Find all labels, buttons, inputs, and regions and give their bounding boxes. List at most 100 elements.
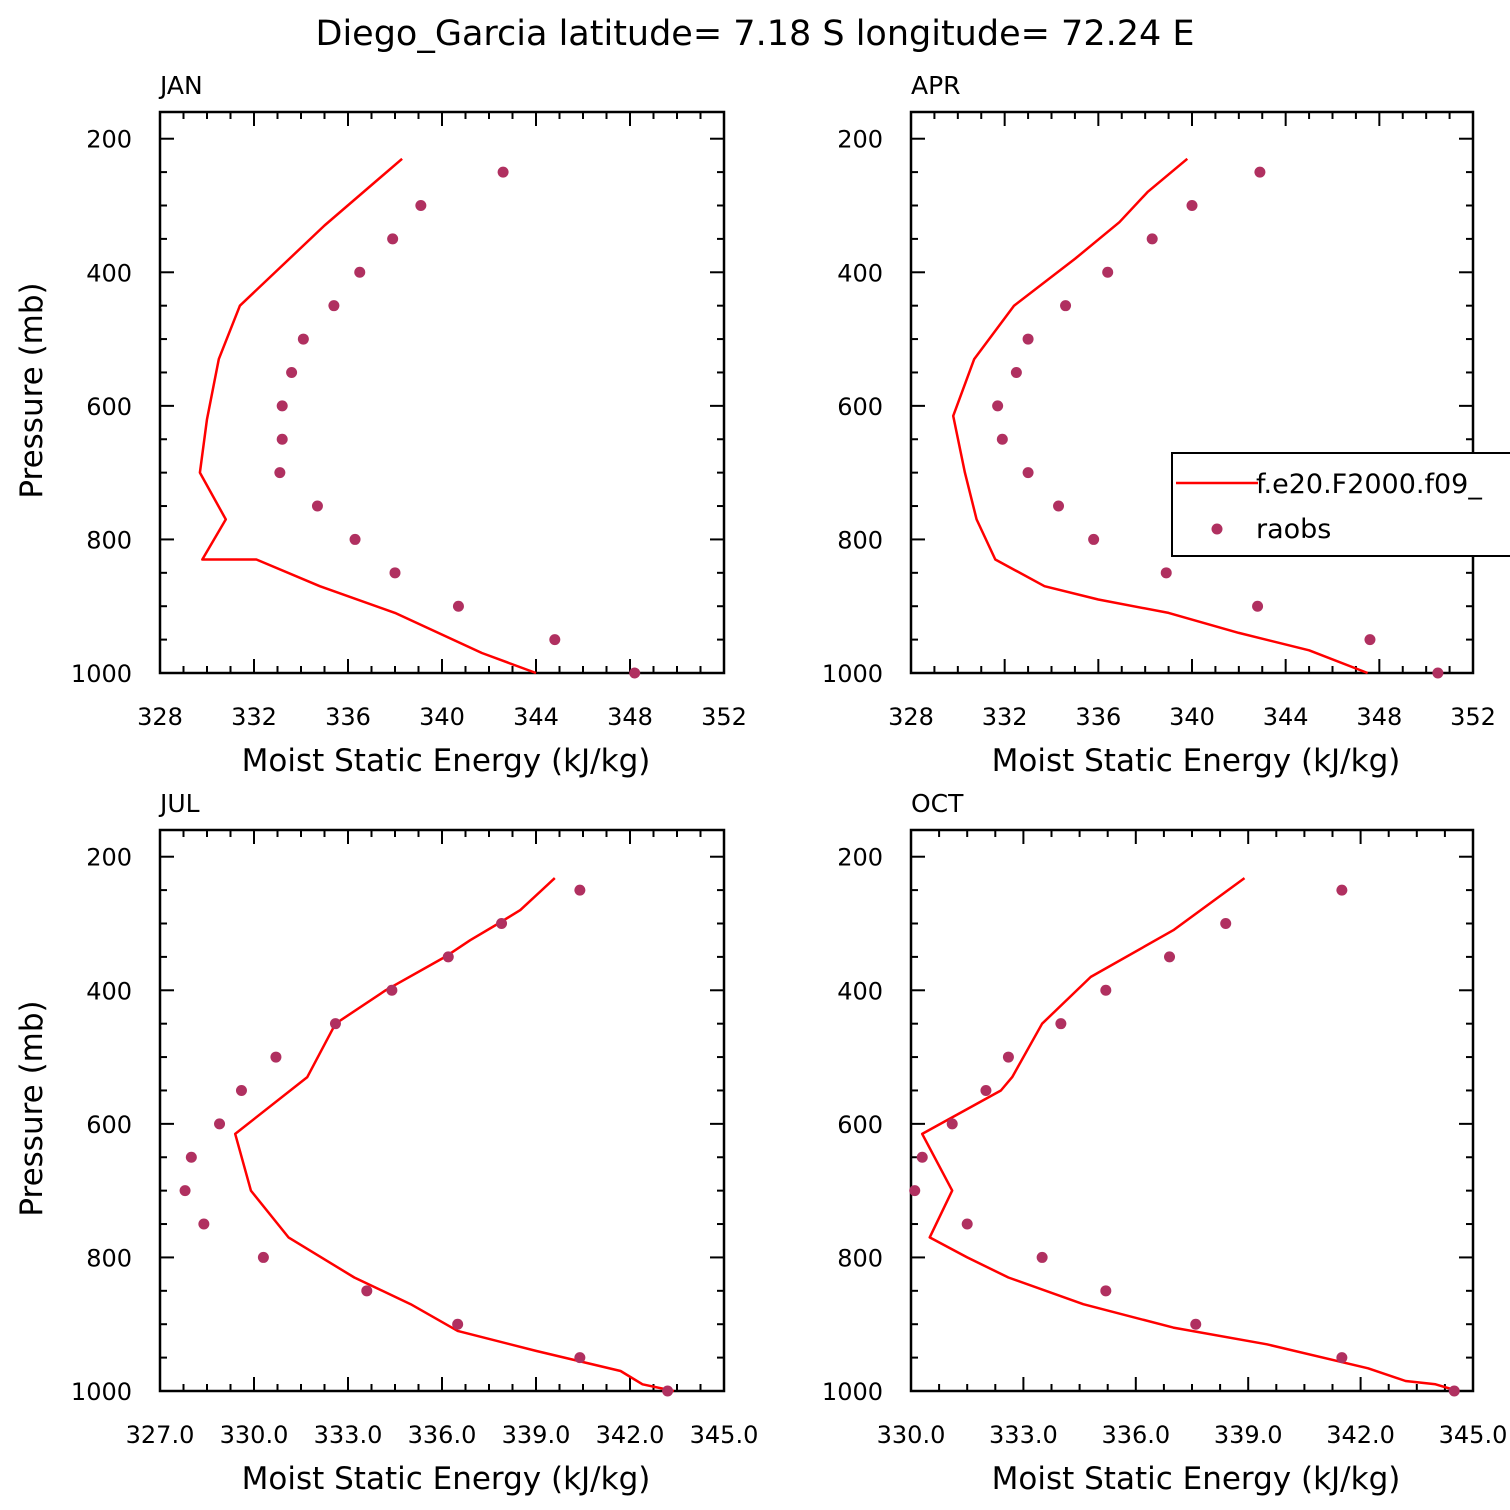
figure-title: Diego_Garcia latitude= 7.18 S longitude=… <box>316 14 1195 54</box>
raobs-point <box>311 500 323 512</box>
x-tick-label: 336 <box>1075 703 1121 731</box>
raobs-point <box>257 1251 269 1263</box>
raobs-point <box>1088 533 1100 545</box>
raobs-point <box>1190 1318 1202 1330</box>
raobs-point <box>415 200 427 211</box>
y-tick-label: 400 <box>837 977 883 1005</box>
x-tick-label: 333.0 <box>989 1421 1058 1449</box>
raobs-point <box>1160 567 1172 579</box>
raobs-point <box>276 400 288 412</box>
raobs-point <box>387 233 399 245</box>
model-series-line <box>198 157 537 675</box>
y-axis-label: Pressure (mb) <box>14 1000 50 1216</box>
x-tick-label: 330.0 <box>220 1421 289 1449</box>
raobs-point <box>354 266 366 278</box>
plot-frame <box>909 110 1475 675</box>
legend-label-raobs: raobs <box>1256 514 1331 545</box>
panel-jan: JAN 328 332 336 340 344 348 352 200 400 600 800 1000… <box>14 71 747 779</box>
raobs-point <box>235 1084 247 1096</box>
x-tick-label: 340 <box>419 703 465 731</box>
raobs-point <box>996 433 1008 445</box>
raobs-point <box>297 333 309 345</box>
raobs-point <box>1448 1385 1460 1397</box>
x-tick-label: 345.0 <box>1439 1421 1508 1449</box>
raobs-point <box>497 166 509 178</box>
y-tick-label: 800 <box>837 1244 883 1272</box>
raobs-point <box>1336 884 1348 896</box>
x-axis-label: Moist Static Energy (kJ/kg) <box>992 1461 1401 1497</box>
raobs-point <box>946 1118 958 1130</box>
raobs-point <box>179 1185 191 1197</box>
raobs-point <box>574 884 586 896</box>
y-tick-label: 200 <box>86 126 132 154</box>
y-tick-label: 200 <box>837 844 883 872</box>
raobs-point <box>1060 300 1072 312</box>
y-axis-label: Pressure (mb) <box>14 282 50 498</box>
x-tick-label: 328 <box>137 703 183 731</box>
raobs-point <box>328 300 340 312</box>
model-series-line <box>920 877 1459 1393</box>
plot-frame <box>158 110 726 675</box>
raobs-point <box>980 1084 992 1096</box>
raobs-point <box>574 1352 586 1364</box>
raobs-point <box>1055 1018 1067 1030</box>
y-tick-label: 400 <box>86 977 132 1005</box>
panel-oct: OCT 330.0 333.0 336.0 339.0 342.0 345.0 200 400 6… <box>822 789 1507 1497</box>
x-tick-label: 342.0 <box>1326 1421 1395 1449</box>
raobs-point <box>1102 266 1114 278</box>
raobs-point <box>1036 1251 1048 1263</box>
raobs-point <box>496 918 508 929</box>
raobs-point <box>1164 951 1176 963</box>
raobs-point <box>1022 333 1034 345</box>
x-tick-label: 352 <box>1450 703 1496 731</box>
raobs-point <box>442 951 454 963</box>
x-tick-label: 336.0 <box>1101 1421 1170 1449</box>
raobs-point <box>185 1151 197 1163</box>
raobs-point <box>1252 600 1264 612</box>
y-tick-label: 800 <box>837 526 883 554</box>
x-tick-label: 327.0 <box>126 1421 195 1449</box>
panel-label: APR <box>911 71 961 100</box>
y-tick-label: 1000 <box>71 660 132 688</box>
raobs-point <box>386 984 398 996</box>
panel-label: OCT <box>911 789 964 818</box>
raobs-point <box>214 1118 226 1130</box>
x-tick-label: 352 <box>701 703 747 731</box>
raobs-point <box>276 433 288 445</box>
legend-box <box>1171 452 1510 557</box>
x-tick-label: 340 <box>1169 703 1215 731</box>
raobs-point <box>198 1218 210 1230</box>
raobs-point <box>662 1385 674 1397</box>
y-tick-label: 1000 <box>71 1378 132 1406</box>
panels: JAN 328 332 336 340 344 348 352 200 400 600 800 1000… <box>14 71 1507 1497</box>
x-tick-label: 336.0 <box>408 1421 477 1449</box>
raobs-point <box>1254 166 1266 178</box>
raobs-point <box>349 533 361 545</box>
legend: f.e20.F2000.f09_raobs <box>1171 452 1510 557</box>
raobs-point <box>389 567 401 579</box>
y-tick-label: 1000 <box>822 660 883 688</box>
raobs-point <box>1100 1285 1112 1297</box>
raobs-point <box>1336 1352 1348 1364</box>
raobs-point <box>361 1285 373 1297</box>
x-tick-label: 345.0 <box>690 1421 759 1449</box>
x-axis-label: Moist Static Energy (kJ/kg) <box>242 1461 651 1497</box>
x-tick-label: 336 <box>325 703 371 731</box>
raobs-point <box>1053 500 1065 512</box>
plot-frame <box>909 828 1475 1393</box>
raobs-point <box>270 1051 282 1063</box>
model-series-line <box>233 877 675 1393</box>
raobs-point <box>1002 1051 1014 1063</box>
y-tick-label: 600 <box>837 1111 883 1139</box>
raobs-point <box>549 634 561 646</box>
model-series-line <box>951 157 1369 675</box>
raobs-point <box>452 1318 464 1330</box>
x-tick-label: 330.0 <box>877 1421 946 1449</box>
panel-jul: JUL 327.0 330.0 333.0 336.0 339.0 342.0 345.0 20… <box>14 789 758 1497</box>
x-tick-label: 339.0 <box>1214 1421 1283 1449</box>
raobs-point <box>1186 200 1198 211</box>
panel-apr: APR 328 332 336 340 344 348 352 200 400 600 800 1000… <box>822 71 1496 779</box>
plot-frame <box>158 828 726 1393</box>
y-tick-label: 1000 <box>822 1378 883 1406</box>
